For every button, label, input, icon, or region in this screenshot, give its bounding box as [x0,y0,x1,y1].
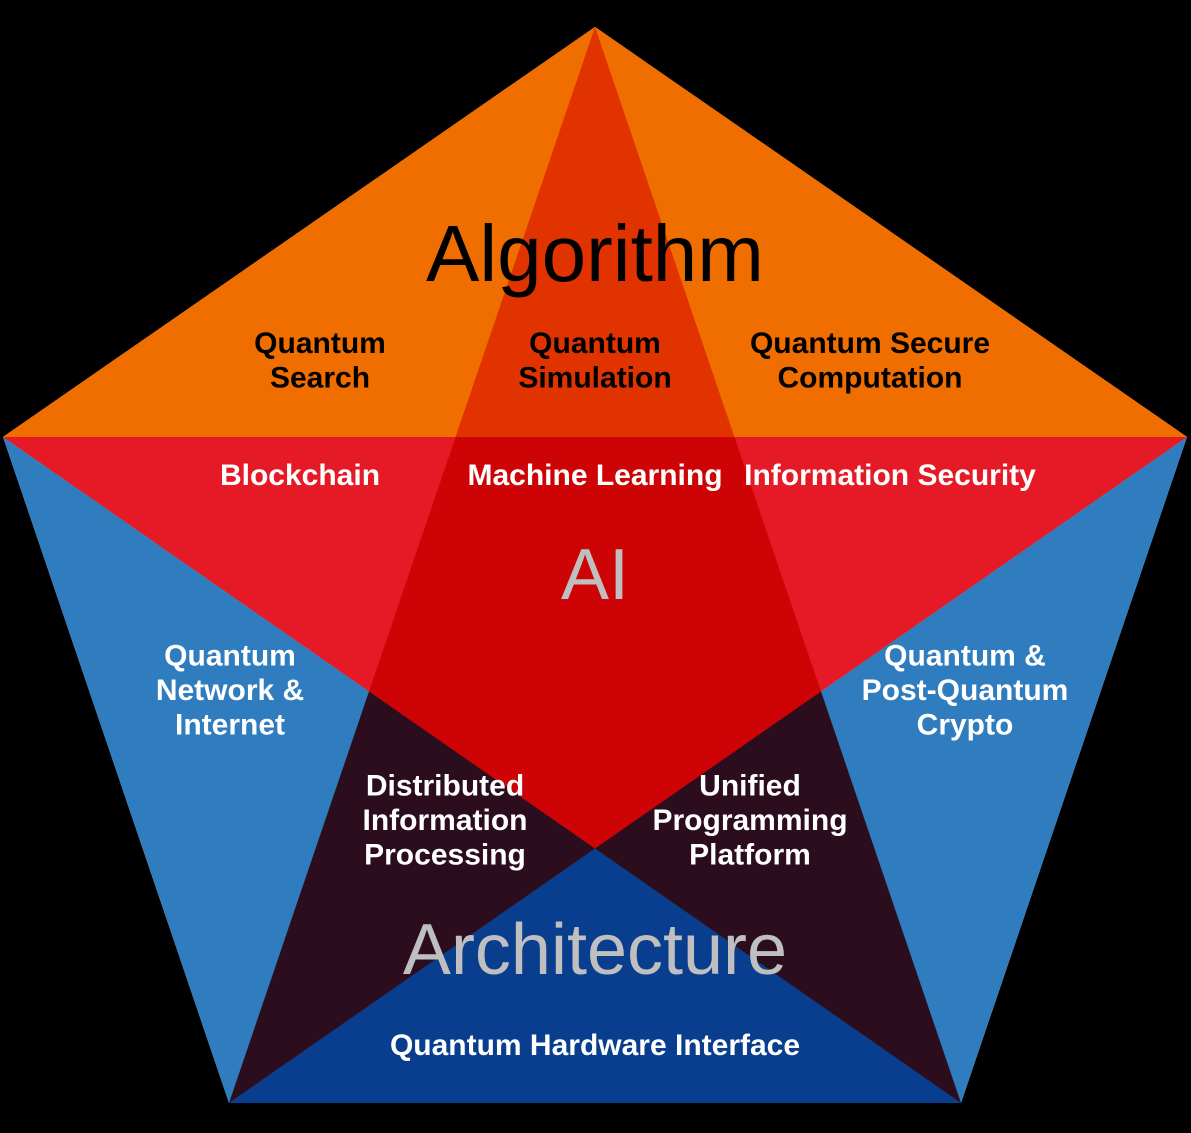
ml-label: Machine Learning [467,459,722,492]
quantum_search-label: QuantumSearch [254,327,386,395]
quantum_secure-label: Quantum SecureComputation [750,327,990,395]
dip-label: DistributedInformationProcessing [363,770,528,872]
quantum_sim-label: QuantumSimulation [518,327,671,395]
architecture-label: Architecture [403,910,787,990]
qhw-label: Quantum Hardware Interface [390,1029,800,1062]
infosec-label: Information Security [744,459,1036,492]
blockchain-label: Blockchain [220,459,380,492]
pentagram-diagram: Algorithm AI Architecture QuantumSearch Quan… [0,0,1191,1133]
qnet-label: QuantumNetwork &Internet [156,640,304,742]
ai-label: AI [561,535,629,615]
algorithm-label: Algorithm [426,209,764,298]
